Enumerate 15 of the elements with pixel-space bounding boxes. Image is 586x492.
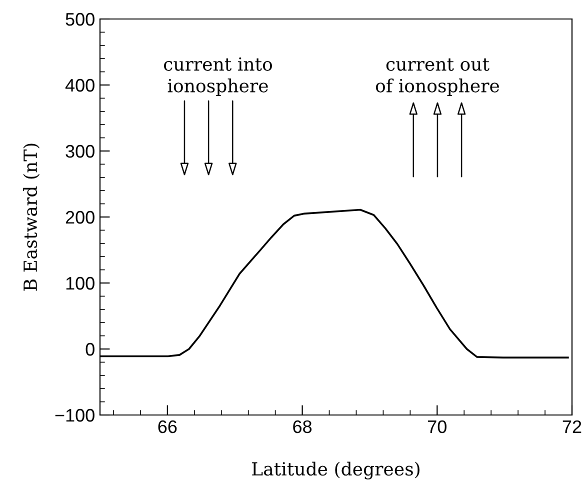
y-tick-label: 0 <box>86 342 94 356</box>
y-tick-label: 200 <box>66 210 94 224</box>
x-tick-label: 68 <box>293 420 312 434</box>
x-tick-label: 70 <box>428 420 446 434</box>
y-tick-label: 500 <box>66 12 94 26</box>
annotation: current out of ionosphere <box>376 58 500 96</box>
x-tick-label: 66 <box>158 420 177 434</box>
x-tick-label: 72 <box>562 420 582 433</box>
annotation: current into ionosphere <box>164 57 272 96</box>
y-tick-label: −100 <box>55 408 94 422</box>
y-tick-label: 100 <box>66 276 94 290</box>
x-axis-title: Latitude (degrees) <box>252 462 420 480</box>
y-tick-label: 400 <box>65 78 94 92</box>
y-axis-title: B Eastward (nT) <box>23 144 40 291</box>
y-tick-label: 300 <box>66 144 94 158</box>
